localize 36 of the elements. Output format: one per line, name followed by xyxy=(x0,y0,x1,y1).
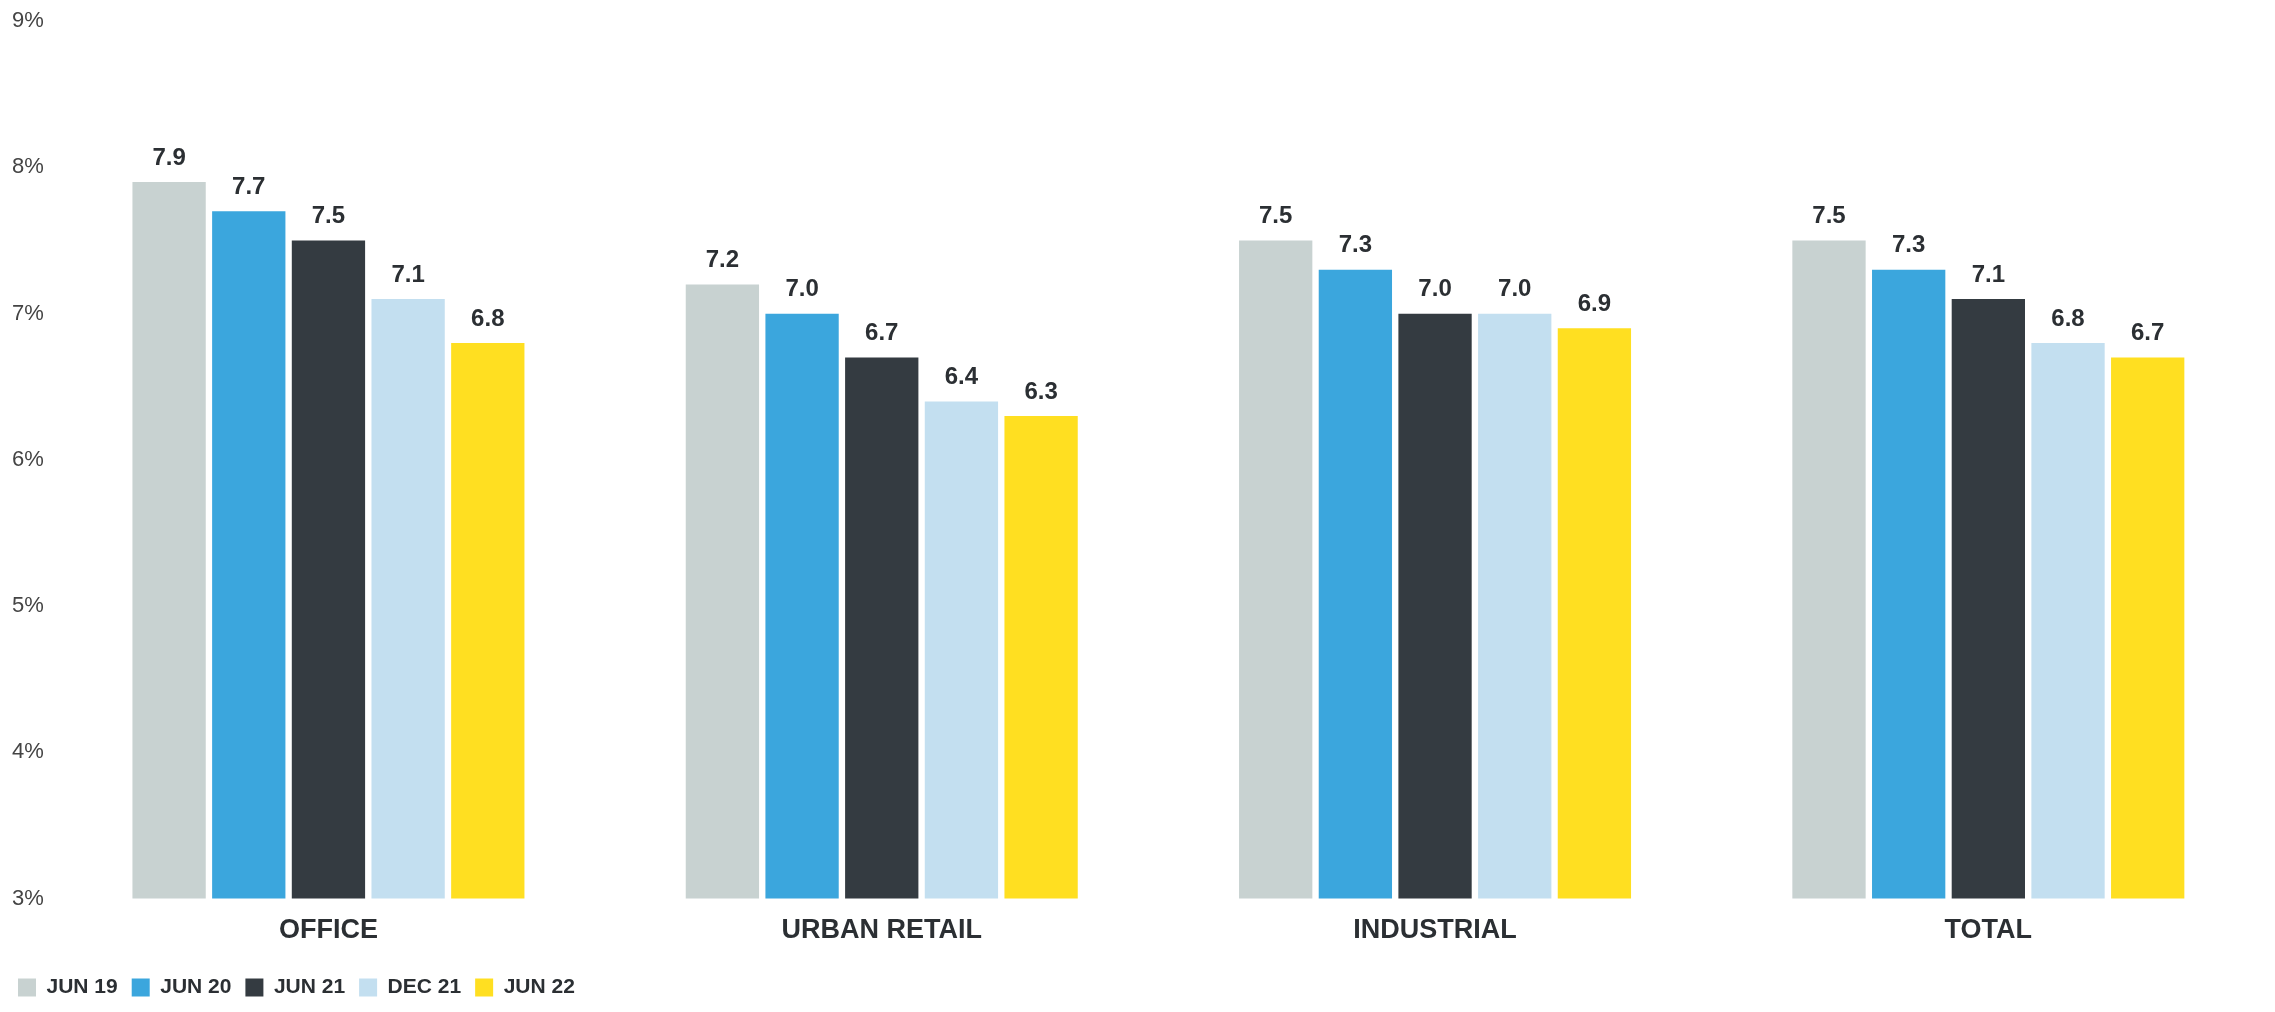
data-label: 7.5 xyxy=(1812,201,1846,229)
data-label: 7.5 xyxy=(311,201,346,229)
y-tick-label: 6% xyxy=(12,445,44,471)
data-label: 7.0 xyxy=(1498,274,1532,302)
y-tick-label: 5% xyxy=(12,592,44,618)
data-label: 6.8 xyxy=(2051,303,2085,331)
legend-label: JUN 21 xyxy=(273,974,346,998)
data-label: 7.2 xyxy=(705,245,740,273)
legend-label: JUN 22 xyxy=(503,974,575,998)
y-tick-label: 3% xyxy=(12,884,44,910)
x-tick-label: OFFICE xyxy=(278,914,378,945)
data-label: 6.3 xyxy=(1024,376,1058,404)
y-tick-label: 9% xyxy=(12,7,44,33)
y-tick-label: 8% xyxy=(12,153,44,179)
x-tick-label: INDUSTRIAL xyxy=(1353,914,1517,945)
data-label: 7.1 xyxy=(1971,259,2006,287)
y-tick-label: 4% xyxy=(12,738,44,764)
legend-label: DEC 21 xyxy=(387,974,462,998)
data-label: 6.7 xyxy=(2131,318,2165,346)
legend-label: JUN 20 xyxy=(160,974,232,998)
data-label: 6.4 xyxy=(944,362,979,390)
legend-label: JUN 19 xyxy=(46,974,118,998)
data-label: 7.0 xyxy=(785,274,819,302)
data-label: 7.7 xyxy=(232,171,266,199)
data-label: 6.9 xyxy=(1577,288,1612,316)
data-label: 7.9 xyxy=(152,142,186,170)
data-label: 6.7 xyxy=(865,318,899,346)
x-tick-label: URBAN RETAIL xyxy=(781,914,982,945)
data-label: 7.5 xyxy=(1259,201,1293,229)
data-label: 7.0 xyxy=(1418,274,1452,302)
data-label: 7.1 xyxy=(391,259,425,287)
data-label: 6.8 xyxy=(471,303,505,331)
x-tick-label: TOTAL xyxy=(1944,914,2033,945)
y-tick-label: 7% xyxy=(12,299,44,325)
data-label: 7.3 xyxy=(1891,230,1926,258)
data-label: 7.3 xyxy=(1338,230,1373,258)
